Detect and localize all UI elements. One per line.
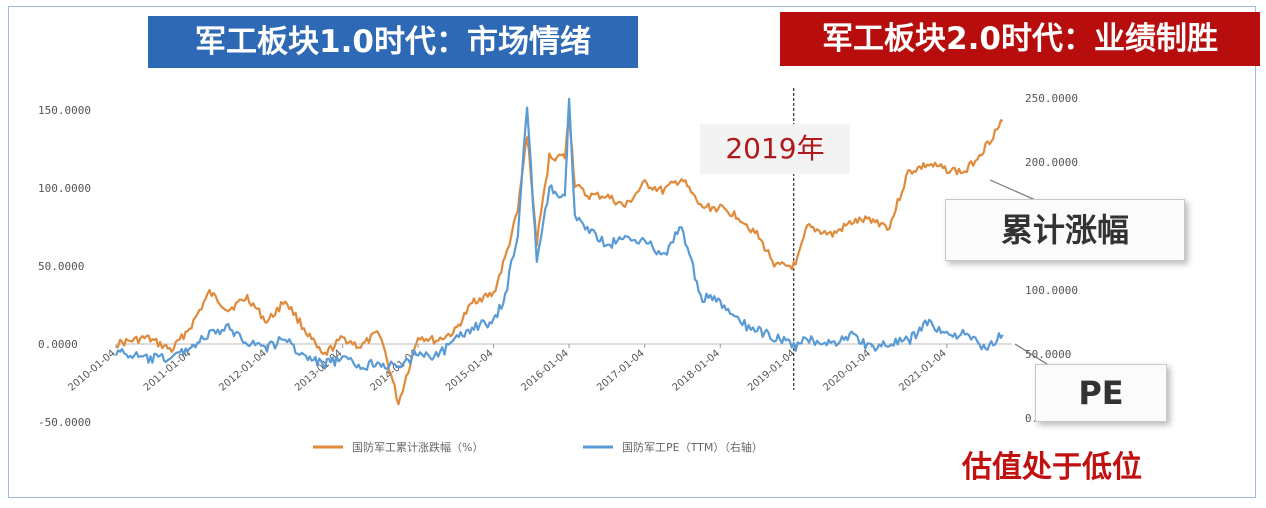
right-tick-label: 200.0000 (1025, 156, 1078, 169)
left-tick-label: 100.0000 (38, 182, 91, 195)
x-tick-label: 2020-01-04 (822, 348, 874, 394)
series-line-cumulative (115, 114, 1004, 406)
legend: 国防军工累计涨跌幅（%） 国防军工PE（TTM）（右轴） (313, 440, 763, 454)
x-tick-label: 2010-01-04 (66, 348, 118, 394)
cumulative-pointer (989, 179, 1041, 203)
x-tick-label: 2015-01-04 (444, 348, 496, 394)
x-tick-label: 2012-01-04 (217, 348, 269, 394)
left-tick-label: 150.0000 (38, 104, 91, 117)
chart-frame (8, 6, 1256, 498)
right-tick-label: 250.0000 (1025, 92, 1078, 105)
x-tick-label: 2021-01-04 (897, 348, 949, 394)
left-tick-label: 50.0000 (38, 260, 84, 273)
valuation-low-note: 估值处于低位 (962, 450, 1142, 485)
x-tick-label: 2017-01-04 (595, 348, 647, 394)
legend-label-cumulative: 国防军工累计涨跌幅（%） (352, 440, 483, 454)
pe-pointer (1014, 343, 1051, 367)
x-tick-label: 2011-01-04 (142, 348, 194, 394)
year-2019-label: 2019年 (700, 124, 850, 174)
series-layer (114, 97, 1004, 406)
series-line-pe (114, 97, 1004, 371)
cumulative-callout: 累计涨幅 (945, 199, 1185, 261)
x-tick-label: 2016-01-04 (519, 348, 571, 394)
left-tick-label: -50.0000 (38, 416, 91, 429)
left-axis-ticks: 150.0000 100.0000 50.0000 0.0000 -50.0000 (38, 104, 91, 429)
x-tick-label: 2019-01-04 (746, 348, 798, 394)
era-1-banner: 军工板块1.0时代：市场情绪 (148, 16, 638, 68)
x-axis-ticks: 2010-01-04 2011-01-04 2012-01-04 2013-01-04… (66, 344, 949, 394)
legend-label-pe: 国防军工PE（TTM）（右轴） (622, 440, 763, 454)
right-tick-label: 100.0000 (1025, 284, 1078, 297)
left-tick-label: 0.0000 (38, 338, 78, 351)
pe-callout: PE (1035, 364, 1167, 422)
x-tick-label: 2018-01-04 (671, 348, 723, 394)
era-2-banner: 军工板块2.0时代：业绩制胜 (780, 12, 1260, 66)
